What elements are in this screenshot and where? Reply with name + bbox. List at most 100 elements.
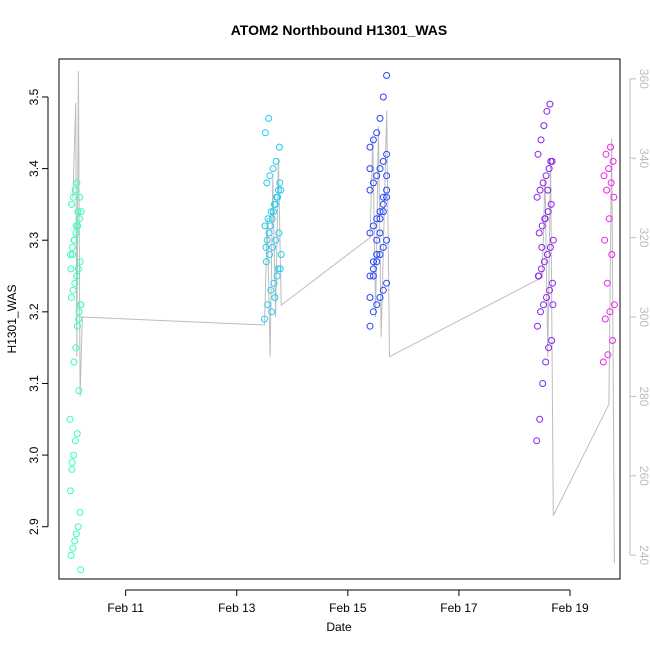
data-point [70, 236, 78, 244]
data-point [369, 179, 377, 187]
data-point [262, 243, 270, 251]
data-point [366, 294, 374, 301]
data-point [373, 236, 381, 244]
data-point [68, 200, 76, 208]
data-point [383, 279, 391, 287]
data-point [271, 294, 279, 301]
data-point [73, 179, 81, 187]
data-point [539, 380, 547, 387]
data-point [379, 200, 387, 208]
data-point [535, 272, 543, 280]
data-point [77, 208, 85, 216]
data-point [549, 301, 557, 309]
data-point [543, 251, 551, 258]
data-point [373, 215, 381, 223]
data-point [383, 72, 391, 79]
data-point [267, 286, 275, 294]
data-point [373, 251, 381, 258]
data-point [535, 229, 543, 237]
data-point [275, 143, 283, 151]
data-point [268, 308, 276, 316]
data-point [69, 544, 77, 552]
data-point [276, 179, 284, 187]
data-point [264, 215, 272, 223]
data-point [376, 294, 384, 301]
data-point [366, 272, 374, 280]
data-point [68, 243, 76, 251]
data-point [610, 193, 618, 201]
data-point [603, 279, 611, 287]
data-point [379, 193, 387, 201]
secondary-y-tick-label: 360 [637, 69, 650, 89]
data-point [540, 258, 548, 266]
secondary-y-tick-label: 340 [637, 148, 650, 168]
data-point [264, 301, 272, 309]
data-point [603, 186, 611, 194]
data-point [270, 279, 278, 287]
data-point [376, 165, 384, 173]
x-tick-label: Feb 11 [107, 601, 144, 615]
data-point [544, 186, 552, 194]
data-point [379, 286, 387, 294]
data-point [547, 157, 555, 165]
data-point [539, 179, 547, 187]
data-point [602, 150, 610, 158]
plot-frame [58, 58, 621, 580]
data-point [75, 387, 83, 395]
data-point [609, 157, 617, 165]
data-point [271, 200, 279, 208]
data-point [379, 208, 387, 216]
data-point [608, 251, 616, 258]
data-point [76, 193, 84, 201]
data-point [263, 236, 271, 244]
y-tick-label: 3.5 [27, 88, 41, 105]
y-tick-label: 3.0 [27, 446, 41, 463]
data-point [376, 215, 384, 223]
data-point [71, 186, 79, 194]
data-point [537, 136, 545, 144]
data-point [76, 215, 83, 223]
data-point [273, 193, 281, 201]
data-point [262, 258, 270, 266]
data-point [546, 286, 553, 294]
y-tick-label: 3.2 [27, 303, 41, 320]
data-point [547, 200, 555, 208]
data-point [366, 165, 374, 173]
data-point [69, 286, 77, 294]
data-point [538, 243, 546, 251]
data-point [267, 208, 275, 216]
data-point [538, 222, 546, 230]
data-point [606, 308, 614, 316]
data-point [277, 251, 285, 258]
data-point [373, 172, 381, 180]
data-point [73, 430, 81, 438]
data-point [545, 165, 553, 173]
data-point [542, 172, 550, 180]
y-tick-label: 2.9 [27, 518, 41, 535]
data-point [261, 315, 268, 323]
data-point [67, 251, 75, 258]
data-point [366, 229, 374, 237]
x-tick-label: Feb 17 [440, 601, 478, 615]
data-point [369, 136, 377, 144]
y-tick-label: 3.1 [27, 375, 41, 392]
data-point [543, 107, 551, 115]
data-point [369, 258, 377, 266]
y-tick-label: 3.4 [27, 160, 41, 177]
secondary-y-axis: 240 260 280 300 320 340 360 [629, 69, 650, 566]
chart-title: ATOM2 Northbound H1301_WAS [231, 22, 448, 38]
data-point [66, 487, 74, 495]
data-point [66, 415, 74, 423]
data-point [534, 322, 541, 330]
secondary-y-tick-label: 320 [637, 228, 650, 248]
data-point [379, 157, 387, 165]
data-point [544, 208, 552, 216]
data-point [600, 172, 608, 180]
secondary-y-tick-label: 300 [637, 307, 650, 327]
data-point [609, 337, 616, 344]
data-point [601, 315, 609, 323]
data-point [369, 222, 377, 230]
data-point [546, 243, 554, 251]
data-point [549, 279, 556, 287]
